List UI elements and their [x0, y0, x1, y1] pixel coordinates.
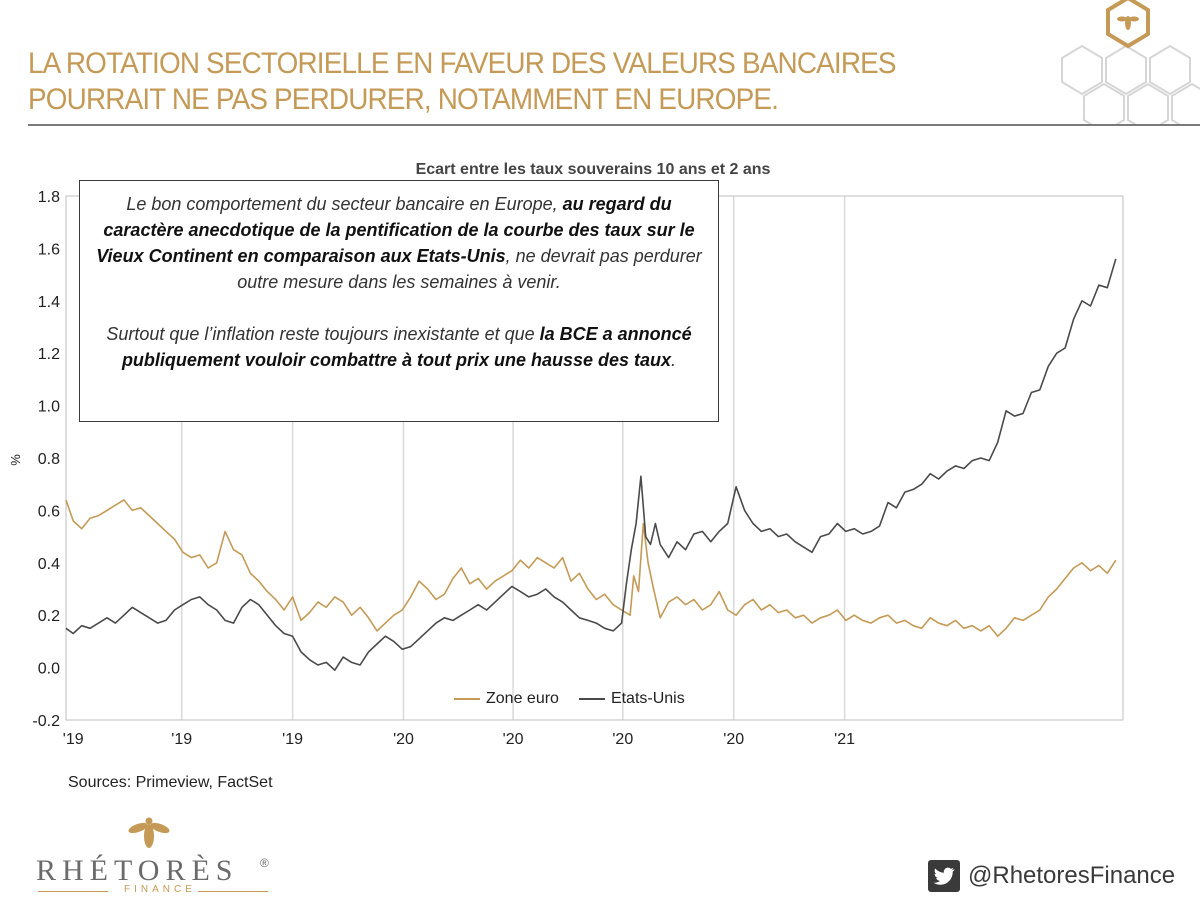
- legend-label-zone-euro: Zone euro: [486, 690, 559, 707]
- twitter-handle[interactable]: @RhetoresFinance: [928, 860, 1175, 892]
- x-tick-label-6: '20: [723, 731, 744, 748]
- x-tick-label-5: '20: [612, 731, 633, 748]
- rhetores-logo: RHÉTORÈS ® FINANCE: [32, 812, 272, 902]
- bee-logo-icon: [128, 817, 170, 848]
- y-tick-label-2: 1.4: [38, 294, 60, 311]
- legend-swatch-zone-euro: [454, 698, 480, 700]
- callout-p1-intro: Le bon comportement du secteur bancaire …: [126, 194, 563, 214]
- legend-item-etats-unis: Etats-Unis: [578, 690, 685, 708]
- y-axis-label: %: [8, 454, 23, 466]
- y-tick-label-9: 0.0: [38, 661, 60, 678]
- x-tick-label-0: '19: [63, 731, 84, 748]
- logo-rule-left: [38, 891, 108, 892]
- y-tick-label-1: 1.6: [38, 241, 60, 258]
- callout-p2-bold: la BCE a annoncé publiquement vouloir co…: [121, 324, 692, 370]
- series-line-etats-unis: [65, 258, 1117, 671]
- logo-registered-mark: ®: [260, 856, 269, 870]
- chart-legend: Zone euro Etats-Unis: [454, 690, 685, 708]
- commentary-callout: Le bon comportement du secteur bancaire …: [79, 180, 719, 422]
- y-tick-label-8: 0.2: [38, 608, 60, 625]
- y-tick-label-7: 0.4: [38, 556, 60, 573]
- y-tick-label-5: 0.8: [38, 451, 60, 468]
- y-tick-label-0: 1.8: [38, 189, 60, 206]
- slide-title: LA ROTATION SECTORIELLE EN FAVEUR DES VA…: [28, 46, 967, 118]
- callout-paragraph-2: Surtout que l’inflation reste toujours i…: [94, 321, 704, 373]
- x-tick-label-1: '19: [171, 731, 192, 748]
- x-tick-labels: '19 '19 '19 '20 '20 '20 '20 '21: [63, 731, 855, 748]
- callout-paragraph-1: Le bon comportement du secteur bancaire …: [94, 191, 704, 295]
- title-divider: [28, 124, 1200, 126]
- callout-p2-intro: Surtout que l’inflation reste toujours i…: [106, 324, 540, 344]
- twitter-handle-text: @RhetoresFinance: [968, 862, 1176, 889]
- twitter-icon: [928, 860, 960, 892]
- chart-title: Ecart entre les taux souverains 10 ans e…: [416, 161, 771, 178]
- y-tick-label-4: 1.0: [38, 399, 60, 416]
- logo-wordmark: RHÉTORÈS: [36, 854, 239, 887]
- y-tick-label-10: -0.2: [32, 713, 60, 730]
- x-tick-label-7: '21: [834, 731, 855, 748]
- x-tick-label-4: '20: [503, 731, 524, 748]
- logo-rule-right: [198, 891, 268, 892]
- bee-icon: [1117, 16, 1139, 30]
- slide-title-line1: LA ROTATION SECTORIELLE EN FAVEUR DES VA…: [28, 47, 897, 80]
- callout-p2-end: .: [671, 350, 677, 370]
- legend-swatch-etats-unis: [578, 698, 605, 700]
- y-tick-label-3: 1.2: [38, 346, 60, 363]
- series-line-zone-euro: [65, 499, 1117, 637]
- legend-item-zone-euro: Zone euro: [454, 690, 559, 708]
- x-tick-label-2: '19: [282, 731, 303, 748]
- honeycomb-logo-icon: [1061, 0, 1200, 124]
- x-tick-label-3: '20: [393, 731, 414, 748]
- slide-title-line2: POURRAIT NE PAS PERDURER, NOTAMMENT EN E…: [28, 83, 779, 116]
- sources-note: Sources: Primeview, FactSet: [68, 774, 273, 791]
- y-tick-label-6: 0.6: [38, 503, 60, 520]
- series-lines: [65, 258, 1117, 671]
- y-tick-labels: 1.8 1.6 1.4 1.2 1.0 0.8 0.6 0.4 0.2 0.0 -0.2: [32, 189, 60, 730]
- logo-subtitle: FINANCE: [124, 884, 196, 895]
- legend-label-etats-unis: Etats-Unis: [610, 690, 685, 707]
- callout-p1-end: , ne devrait pas perdurer outre mesure d…: [237, 246, 702, 292]
- callout-p1-bold: au regard du caractère anecdotique de la…: [96, 194, 695, 266]
